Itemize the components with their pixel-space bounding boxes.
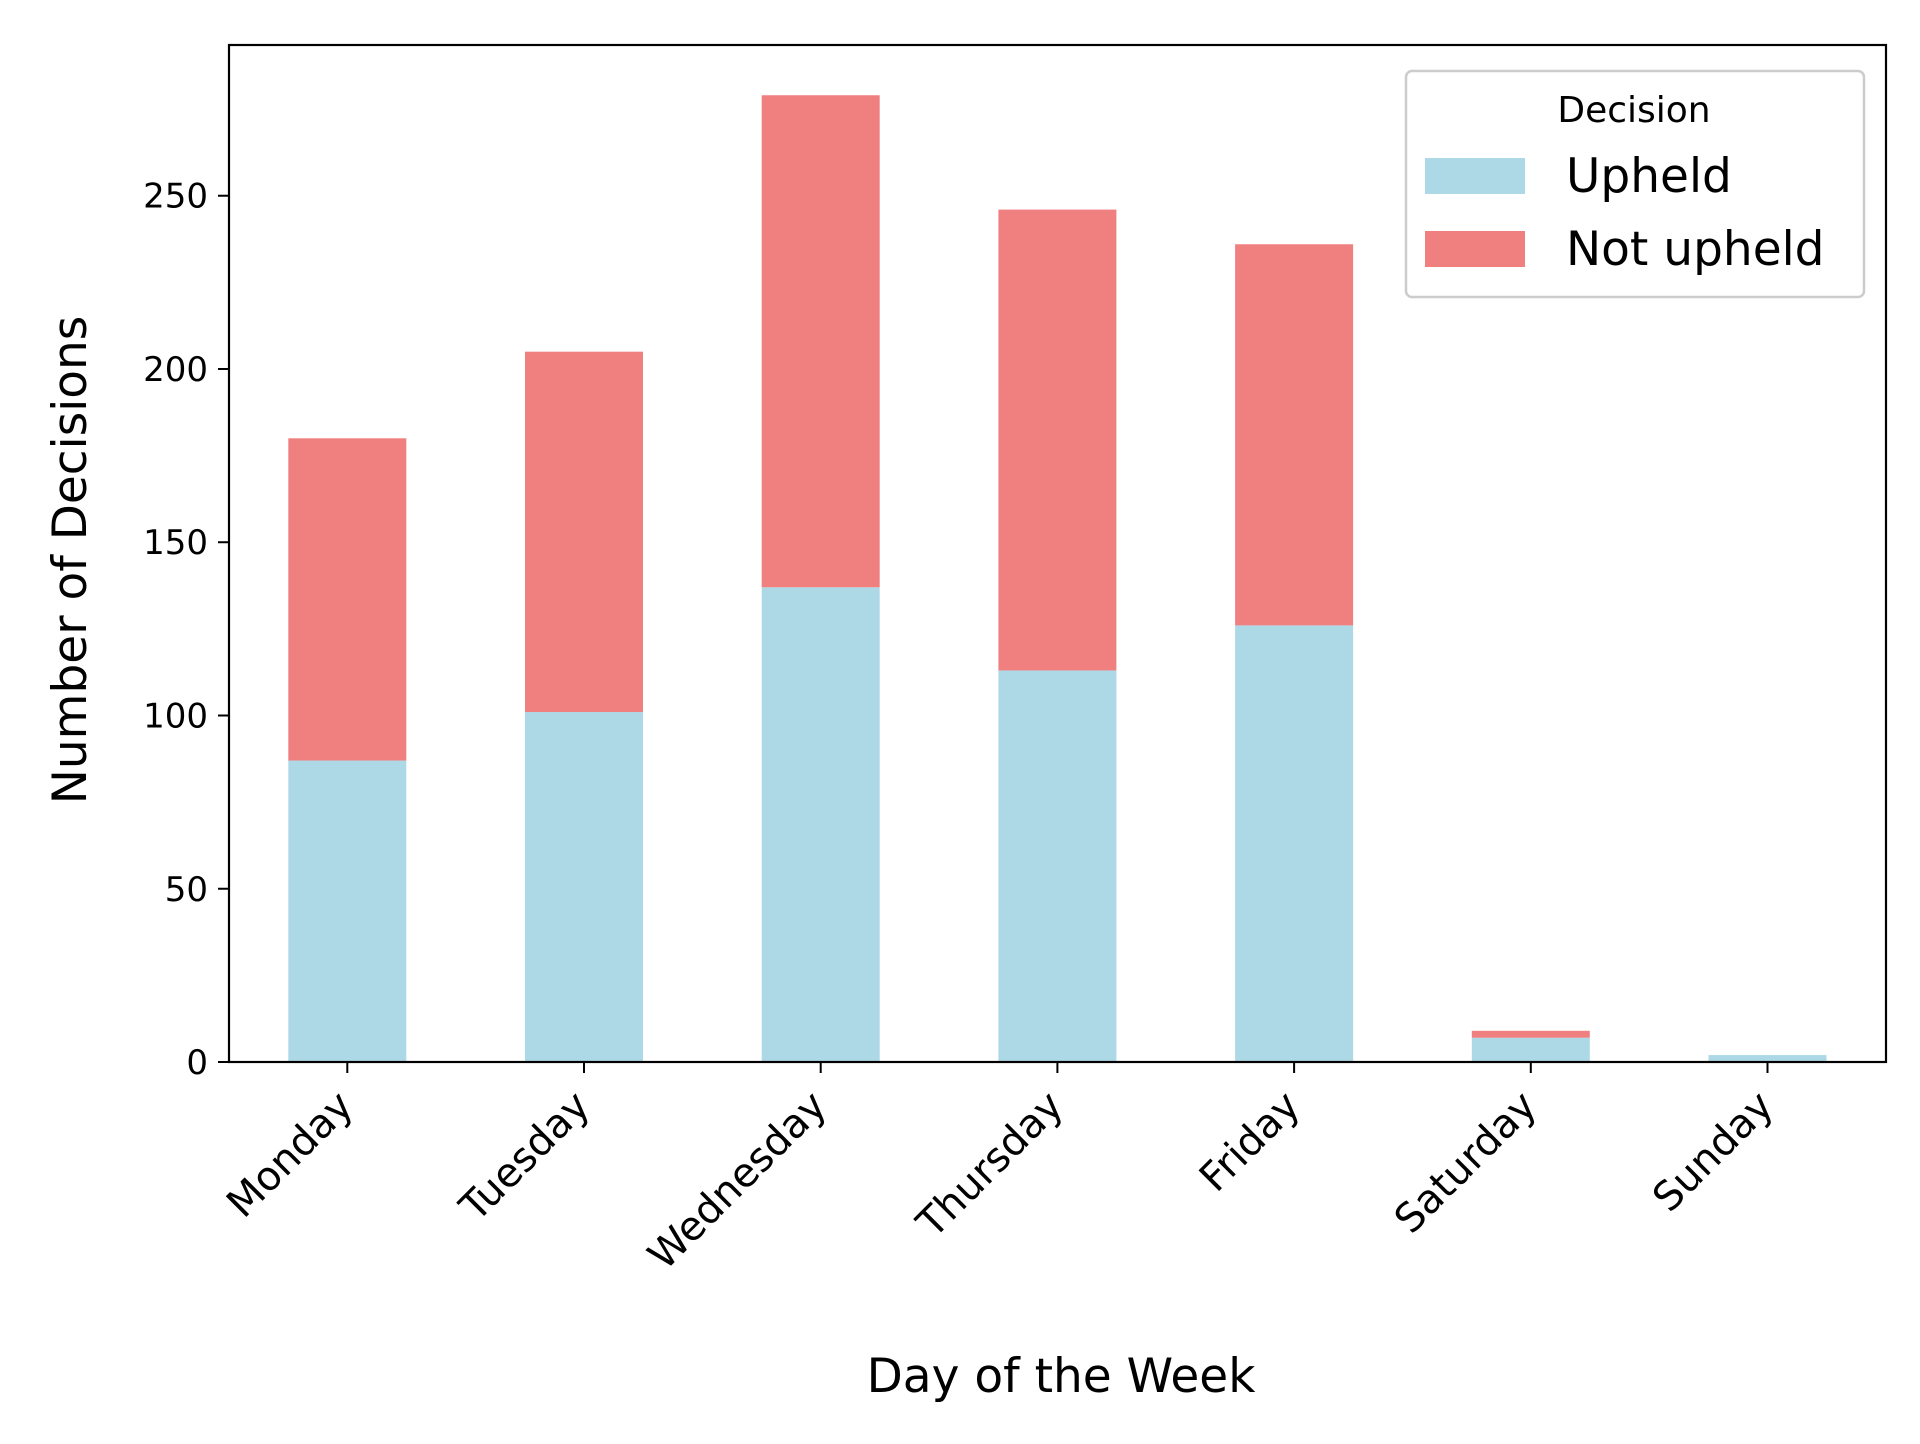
bars-layer [288,95,1827,1062]
bar-upheld-monday [288,760,407,1062]
bar-not-upheld-monday [288,438,407,761]
legend-label-not-upheld: Not upheld [1566,222,1825,277]
bar-upheld-wednesday [761,587,880,1062]
y-tick-label: 150 [143,523,208,563]
legend-swatch-upheld [1425,158,1525,194]
x-tick-label-saturday: Saturday [1386,1083,1546,1243]
x-tick-label-monday: Monday [218,1083,362,1227]
bar-not-upheld-wednesday [761,95,880,588]
y-tick-label: 0 [186,1043,208,1083]
x-tick-label-sunday: Sunday [1644,1083,1782,1221]
x-tick-label-friday: Friday [1191,1083,1309,1201]
bar-not-upheld-saturday [1471,1030,1590,1038]
bar-not-upheld-tuesday [525,351,643,713]
legend: Decision Upheld Not upheld [1404,69,1866,299]
bar-upheld-friday [1235,625,1354,1062]
y-tick-label: 50 [165,870,208,910]
legend-label-upheld: Upheld [1566,149,1732,204]
bar-not-upheld-thursday [998,209,1117,671]
y-axis-title: Number of Decisions [43,316,98,805]
x-tick-label-wednesday: Wednesday [639,1083,835,1279]
y-tick-label: 100 [143,696,208,736]
legend-swatch-not-upheld [1425,231,1525,267]
y-tick-label: 250 [143,177,208,217]
y-tick-label: 200 [143,350,208,390]
bar-upheld-sunday [1708,1055,1827,1062]
x-tick-label-tuesday: Tuesday [451,1083,599,1231]
bar-upheld-tuesday [525,712,643,1062]
legend-title: Decision [1557,90,1710,131]
bar-upheld-saturday [1471,1037,1590,1062]
x-tick-label-thursday: Thursday [908,1083,1073,1248]
bar-upheld-thursday [998,670,1117,1062]
bar-not-upheld-friday [1235,244,1354,626]
x-axis-title: Day of the Week [867,1349,1257,1404]
